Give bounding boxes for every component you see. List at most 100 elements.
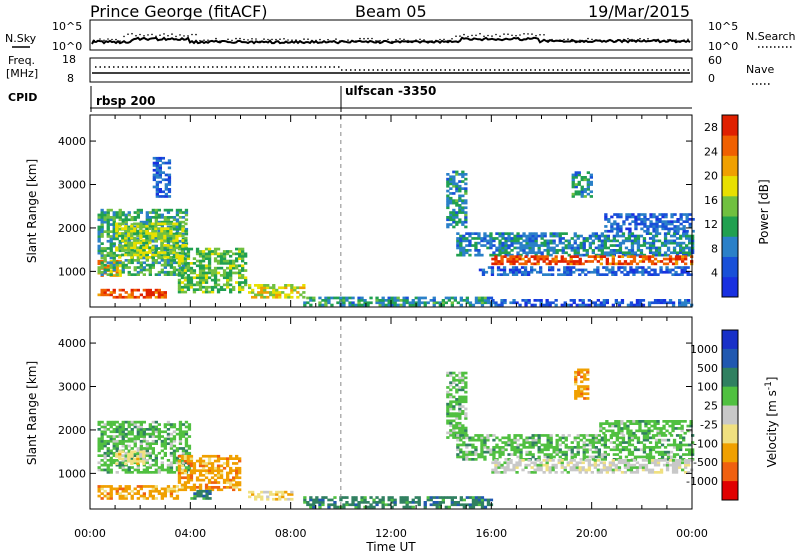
power-cell (139, 224, 143, 228)
velocity-cell (169, 432, 174, 436)
power-cell (596, 299, 600, 302)
velocity-cell (602, 461, 606, 465)
power-cell (112, 211, 116, 214)
velocity-cell (636, 441, 641, 444)
power-cell (130, 244, 134, 247)
velocity-cell (584, 471, 588, 474)
velocity-cell (653, 471, 658, 474)
power-cell (127, 259, 131, 262)
power-cell (527, 301, 531, 305)
velocity-cell (642, 443, 647, 447)
power-cell (596, 260, 600, 263)
nsearch-point (235, 37, 237, 40)
velocity-cell (163, 494, 167, 498)
velocity-cell (177, 469, 182, 472)
power-cell (515, 257, 519, 261)
power-cell (118, 232, 122, 235)
nsearch-point (571, 40, 573, 43)
velocity-cell (647, 468, 652, 472)
power-colorbar-frame (721, 114, 739, 298)
velocity-cell (199, 492, 203, 495)
velocity-cell (680, 420, 684, 423)
velocity-cell (154, 461, 158, 465)
power-cell (100, 266, 104, 269)
velocity-cell (588, 443, 592, 447)
velocity-cell (136, 435, 140, 438)
velocity-cell (679, 443, 683, 447)
velocity-cell (103, 489, 107, 493)
velocity-cell (459, 448, 463, 452)
power-cell (614, 262, 618, 266)
power-cell (130, 261, 134, 265)
power-cell (166, 211, 171, 214)
velocity-cell (109, 451, 113, 455)
power-cell (115, 211, 119, 214)
velocity-cell (204, 462, 209, 465)
velocity-cell (130, 439, 134, 443)
nsearch-point (535, 34, 537, 37)
velocity-cell (226, 462, 230, 465)
power-cell (450, 303, 454, 307)
power-cell (635, 266, 639, 269)
power-cell (663, 237, 668, 240)
power-cell (133, 236, 137, 240)
velocity-cell (455, 414, 459, 418)
power-cell (177, 281, 182, 284)
power-cell (169, 263, 174, 267)
power-cell (216, 262, 221, 265)
velocity-cell (106, 449, 110, 453)
power-cell (552, 246, 556, 250)
nsearch-point (675, 39, 677, 41)
power-cell (130, 232, 134, 235)
velocity-cell (534, 441, 538, 444)
power-cell (127, 239, 131, 243)
power-cell (222, 283, 227, 287)
velocity-cell (363, 505, 367, 509)
power-cell (184, 236, 188, 240)
power-cell (688, 239, 692, 243)
power-cell (630, 253, 635, 257)
power-cell (543, 239, 547, 243)
power-cell (657, 232, 662, 235)
nsearch-point (627, 37, 629, 40)
velocity-cell (507, 436, 511, 440)
power-cell (519, 241, 523, 245)
power-cell (148, 293, 152, 297)
power-cell (151, 236, 155, 240)
power-cell (576, 249, 580, 252)
power-cell (641, 299, 646, 302)
velocity-cell (204, 486, 209, 489)
nsearch-point (499, 35, 501, 37)
velocity-cell (575, 463, 579, 467)
velocity-cell (611, 422, 615, 425)
velocity-cell (426, 496, 430, 499)
power-cell (222, 269, 227, 272)
power-cell (471, 244, 475, 247)
power-cell (204, 257, 209, 260)
power-cell (142, 232, 146, 235)
velocity-cell (100, 435, 104, 438)
power-cell (177, 264, 182, 268)
power-cell (348, 301, 352, 305)
velocity-cell (450, 498, 454, 502)
power-cell (155, 188, 159, 191)
velocity-cell (641, 420, 645, 423)
velocity-cell (564, 446, 568, 449)
power-cell (112, 242, 116, 245)
power-cell (594, 234, 598, 238)
nsearch-point (207, 39, 209, 41)
power-cell (238, 271, 242, 275)
velocity-cell (569, 461, 573, 465)
velocity-cell (642, 448, 647, 452)
power-cell (181, 229, 185, 233)
power-cell (438, 301, 442, 305)
power-cell (363, 299, 367, 302)
velocity-cell (536, 466, 540, 469)
power-cell (627, 253, 632, 257)
power-cell (583, 188, 587, 191)
power-cell (115, 213, 119, 217)
velocity-cell (229, 483, 233, 487)
velocity-cell (464, 407, 468, 411)
velocity-cell (151, 471, 155, 474)
velocity-cell (471, 446, 475, 449)
